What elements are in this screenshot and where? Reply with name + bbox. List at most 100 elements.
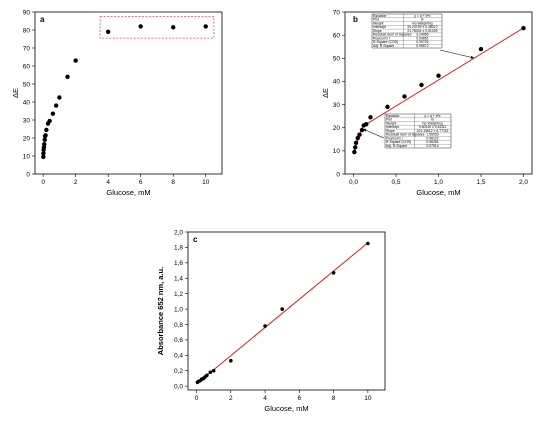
y-tick-label: 10 xyxy=(333,148,341,155)
y-tick-label: 0,0 xyxy=(174,383,183,390)
y-tick-label: 1,4 xyxy=(174,276,183,283)
stats-value: 21.78034 ± 0.51039 xyxy=(407,29,437,33)
stats-value: 9.50240 ± 0.61111 xyxy=(419,125,447,129)
stats-key: Pearson's r xyxy=(373,36,391,40)
stats-key: Adj. R-Square xyxy=(373,44,394,48)
stats-value: No Weighting xyxy=(412,21,432,25)
stats-value: No Weighting xyxy=(422,121,442,125)
stats-key: Plot xyxy=(386,118,392,122)
stats-value: 0.99851 xyxy=(416,36,428,40)
panel-label: c xyxy=(193,235,198,244)
y-tick-label: 1,0 xyxy=(174,306,183,313)
stats-key: Equation xyxy=(386,114,399,118)
data-point xyxy=(353,145,358,150)
x-tick-label: 0,5 xyxy=(391,179,400,186)
stats-key: Pearson's r xyxy=(386,136,404,140)
annotation-arrowhead xyxy=(363,128,367,132)
y-tick-label: 90 xyxy=(23,9,31,16)
stats-key: Slope xyxy=(386,129,395,133)
x-tick-label: 0,0 xyxy=(349,179,358,186)
stats-key: R-Square (COD) xyxy=(386,140,411,144)
stats-key: Weight xyxy=(373,21,384,25)
stats-table-frame xyxy=(371,13,443,49)
y-tick-label: 60 xyxy=(23,63,31,70)
data-point xyxy=(366,241,370,246)
data-point xyxy=(43,133,48,138)
data-point xyxy=(211,368,216,373)
y-axis-label: ΔE xyxy=(11,88,20,98)
data-point xyxy=(355,135,360,141)
panel-label: a xyxy=(40,15,45,24)
data-point xyxy=(41,151,46,156)
y-tick-label: 40 xyxy=(333,79,341,86)
stats-key: Intercept xyxy=(386,125,399,129)
stats-value: 0.97514 xyxy=(426,144,438,148)
y-tick-label: 60 xyxy=(333,32,341,39)
x-axis-label: Glucose, mM xyxy=(106,188,150,197)
data-point xyxy=(402,94,407,99)
data-point xyxy=(41,154,46,160)
y-tick-label: 70 xyxy=(333,9,341,16)
panel-c: 0 2 4 6 8 10 0,0 0,2 0,4 0,6 0,8 1,0 1,2 1,4 1,6 1,8 2,0… xyxy=(156,229,386,413)
stats-value: 1.56053 xyxy=(426,133,438,137)
data-point xyxy=(359,127,365,133)
fit-line xyxy=(361,27,524,128)
stats-value: y = a + b*x xyxy=(414,14,431,18)
stats-value: 101.15612 ± 6.77115 xyxy=(417,129,449,133)
y-tick-label: 0,8 xyxy=(174,322,183,329)
data-point xyxy=(47,118,52,124)
x-tick-label: 2 xyxy=(74,179,78,186)
y-tick-label: 1,2 xyxy=(174,291,183,298)
x-tick-label: 2 xyxy=(229,395,233,402)
x-tick-label: 2,0 xyxy=(519,179,528,186)
highlight-box xyxy=(99,16,215,39)
y-tick-label: 0 xyxy=(26,171,30,178)
stats-table: Equation y = a + b*x Plot B Weight No Weighti… xyxy=(371,13,443,49)
y-tick-label: 1,6 xyxy=(174,260,183,267)
stats-value: 3.24966 xyxy=(416,33,428,37)
y-tick-label: 50 xyxy=(23,81,31,88)
y-tick-label: 0 xyxy=(336,171,340,178)
data-point xyxy=(50,111,56,116)
data-point xyxy=(65,74,70,80)
stats-value: 0.99726 xyxy=(416,40,428,44)
x-tick-label: 6 xyxy=(298,395,302,402)
data-point xyxy=(44,127,49,133)
y-tick-label: 1,8 xyxy=(174,245,183,252)
data-point xyxy=(331,271,336,275)
data-point xyxy=(364,122,369,127)
y-axis-label: Absorbance 652 nm, a.u. xyxy=(156,267,165,355)
y-tick-label: 70 xyxy=(23,45,31,52)
y-tick-label: 2,0 xyxy=(174,229,183,236)
x-tick-label: 6 xyxy=(139,179,143,186)
x-axis-label: Glucose, mM xyxy=(416,188,460,197)
stats-table: Equation y = a + b*x Plot B Weight No Weighti… xyxy=(384,114,452,149)
stats-key: Intercept xyxy=(373,25,386,29)
stats-key: Equation xyxy=(373,14,386,18)
y-tick-label: 0,4 xyxy=(174,353,183,360)
y-tick-label: 30 xyxy=(333,102,341,109)
y-tick-label: 20 xyxy=(333,125,341,132)
data-point xyxy=(73,58,78,63)
panel-b: 0,0 0,5 1,0 1,5 2,0 0 10 20 30 40 50 60 70 Glucose, m… xyxy=(321,9,533,197)
panel-a: 0 2 4 6 8 10 0 10 20 30 40 50 60 70 80 90 Glucose, mM ΔE a xyxy=(11,9,223,197)
panel-label: b xyxy=(353,15,358,24)
stats-value: B xyxy=(421,18,424,22)
data-point xyxy=(436,73,441,78)
y-axis-label: ΔE xyxy=(321,88,330,98)
y-tick-label: 80 xyxy=(23,27,31,34)
stats-key: Residual Sum of Squares xyxy=(386,133,425,137)
x-tick-label: 4 xyxy=(263,395,267,402)
y-tick-label: 0,2 xyxy=(174,368,183,375)
data-point xyxy=(42,137,47,142)
stats-key: Residual Sum of Squares xyxy=(373,33,412,37)
data-point xyxy=(419,82,424,88)
data-point xyxy=(521,26,526,31)
annotation-arrowhead xyxy=(470,55,474,59)
x-tick-label: 8 xyxy=(171,179,175,186)
data-point xyxy=(478,46,484,52)
plot-frame xyxy=(34,11,223,175)
y-tick-label: 0,6 xyxy=(174,337,183,344)
x-tick-label: 0 xyxy=(195,395,199,402)
y-tick-label: 50 xyxy=(333,56,341,63)
